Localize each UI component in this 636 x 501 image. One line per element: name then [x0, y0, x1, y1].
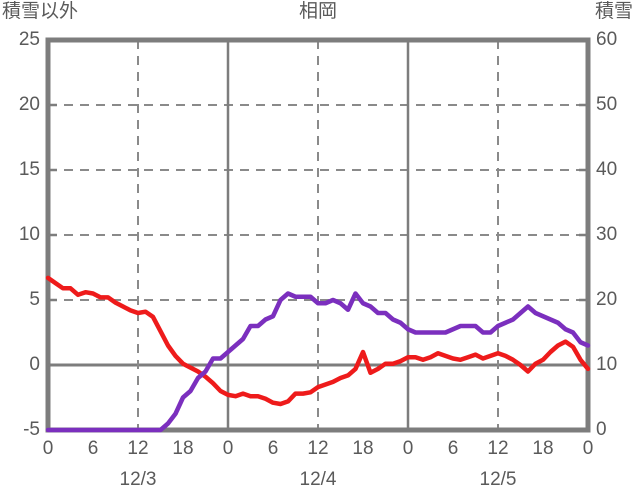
x-axis-tick: 6: [447, 438, 459, 459]
y-axis-tick-left: 25: [18, 29, 40, 50]
y-axis-tick-right: 20: [596, 289, 618, 310]
y-axis-tick-right: 10: [596, 354, 618, 375]
x-axis-tick: 6: [87, 438, 99, 459]
right-axis-title: 積雪: [594, 1, 633, 22]
y-axis-tick-left: 10: [18, 224, 40, 245]
x-axis-tick: 0: [582, 438, 594, 459]
series-line-snow-depth: [45, 291, 591, 433]
x-axis-tick: 0: [222, 438, 234, 459]
y-axis-tick-right: 40: [596, 159, 618, 180]
y-axis-tick-right: 60: [596, 29, 618, 50]
x-axis-tick: 18: [532, 438, 554, 459]
grid-layer: [48, 40, 588, 430]
y-axis-tick-right: 0: [596, 419, 607, 440]
y-axis-tick-right: 50: [596, 94, 618, 115]
y-axis-tick-left: 15: [18, 159, 40, 180]
y-axis-tick-left: 5: [29, 289, 40, 310]
x-axis-tick: 12: [307, 438, 329, 459]
x-axis-day-label: 12/3: [119, 469, 157, 490]
x-axis-tick: 12: [127, 438, 149, 459]
left-axis-title: 積雪以外: [2, 1, 79, 22]
y-axis-tick-left: 0: [29, 354, 40, 375]
plot-frame: [45, 37, 591, 433]
x-axis-tick: 6: [267, 438, 279, 459]
x-axis-tick: 18: [172, 438, 194, 459]
page-title: 相岡: [298, 1, 337, 22]
x-axis-tick: 12: [487, 438, 509, 459]
x-axis-tick: 18: [352, 438, 374, 459]
y-axis-tick-left: 20: [18, 94, 40, 115]
x-axis-tick: 0: [42, 438, 54, 459]
x-axis-day-label: 12/4: [299, 469, 337, 490]
y-axis-tick-right: 30: [596, 224, 618, 245]
series-layer: [45, 275, 591, 433]
y-axis-tick-left: -5: [23, 419, 40, 440]
x-axis-tick: 0: [402, 438, 414, 459]
x-axis-day-label: 12/5: [479, 469, 517, 490]
series-line-precipitation: [45, 275, 591, 407]
